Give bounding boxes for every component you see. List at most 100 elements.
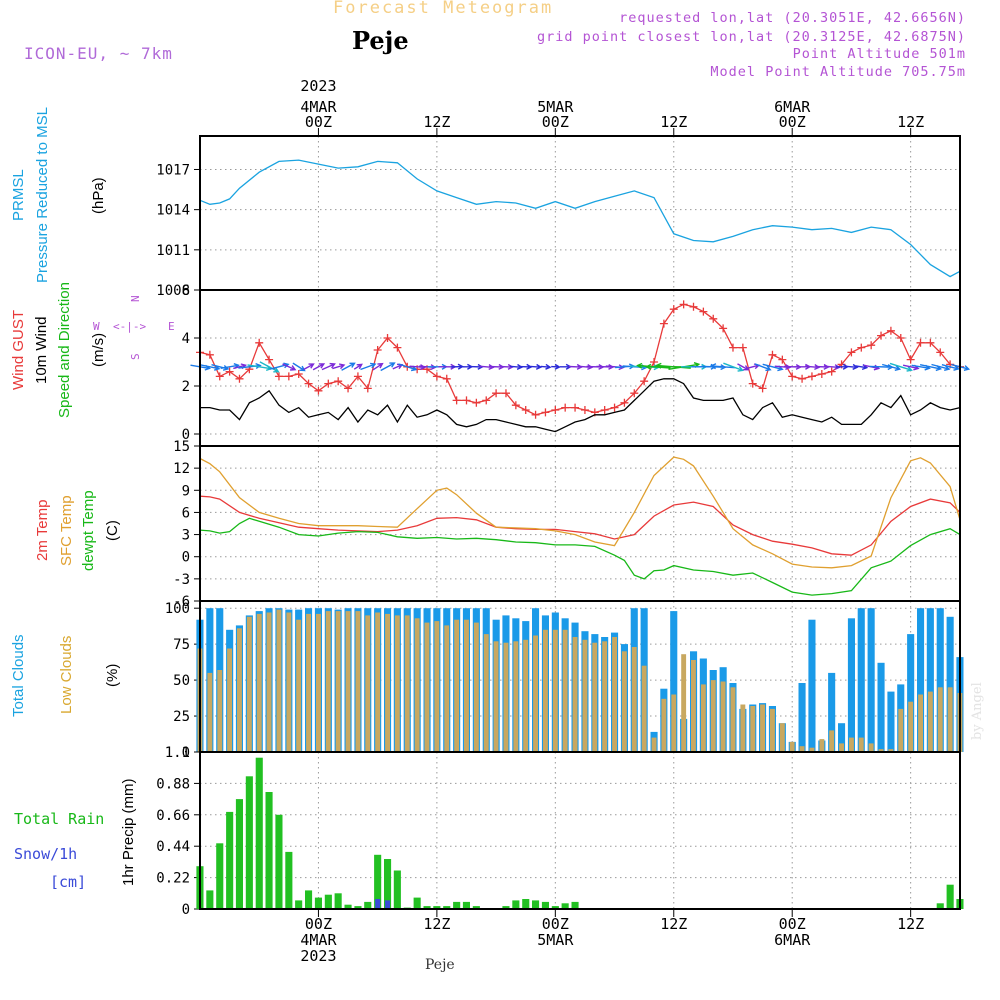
pressure-series-0 — [199, 159, 961, 278]
wind-vector-arrow — [353, 363, 363, 370]
precipitation-bar-0 — [946, 884, 954, 909]
wind-gust-marker — [630, 389, 639, 398]
precipitation-bar-0 — [374, 854, 382, 909]
clouds-bar-1 — [355, 611, 361, 752]
wind-gust-marker — [501, 389, 510, 398]
clouds-bar-1 — [434, 621, 440, 752]
temperature-series-0 — [199, 495, 961, 556]
clouds-bar-0 — [887, 691, 895, 752]
bottom-time-label: 00Z — [542, 915, 569, 933]
wind-gust-marker — [916, 338, 925, 347]
wind-vector-arrow — [520, 363, 533, 370]
clouds-bar-0 — [838, 723, 846, 752]
precipitation-bar-0 — [245, 776, 253, 909]
chart-title: Forecast Meteogram — [333, 0, 554, 18]
wind-gust-marker — [689, 302, 698, 311]
bottom-time-label: 12Z — [423, 915, 450, 933]
clouds-bar-1 — [335, 611, 341, 752]
wind-gust-marker — [699, 307, 708, 316]
pressure-frame — [199, 135, 961, 291]
clouds-bar-1 — [908, 701, 914, 752]
wind-vector-arrow — [845, 363, 859, 370]
precipitation-bar-0 — [541, 901, 549, 909]
wind-series-0 — [199, 303, 961, 416]
clouds-bar-1 — [937, 687, 943, 752]
clouds-bar-1 — [947, 687, 953, 752]
precipitation-bar-1 — [385, 900, 390, 909]
wind-gust-marker — [344, 384, 353, 393]
clouds-bar-0 — [857, 608, 865, 752]
temperature-series-2 — [199, 517, 961, 596]
clouds-bar-1 — [789, 741, 795, 752]
precipitation-ytick-label: 1.1 — [165, 745, 190, 761]
top-time-label: 12Z — [897, 113, 924, 131]
wind-gust-marker — [472, 398, 481, 407]
clouds-bar-1 — [572, 637, 578, 752]
precipitation-bar-0 — [561, 903, 569, 909]
wind-gust-marker — [235, 374, 244, 383]
clouds-bar-1 — [700, 684, 706, 752]
wind-ytick-label: 2 — [182, 379, 190, 395]
clouds-bar-1 — [927, 691, 933, 752]
clouds-bar-1 — [829, 730, 835, 752]
wind-gust-marker — [768, 350, 777, 359]
wind-ytick-label: 4 — [182, 331, 190, 347]
clouds-bar-0 — [847, 618, 855, 752]
clouds-bar-1 — [533, 635, 538, 752]
wind-gust-marker — [580, 406, 589, 414]
bottom-time-label: 00Z — [779, 915, 806, 933]
clouds-bar-1 — [493, 641, 499, 752]
wind-gust-marker — [265, 355, 274, 364]
bottom-time-label: 12Z — [660, 915, 687, 933]
clouds-bar-0 — [798, 683, 806, 752]
wind-gust-marker — [827, 367, 836, 376]
clouds-bar-1 — [631, 647, 637, 752]
wind-vector-arrow — [332, 363, 346, 370]
wind-gust-marker — [679, 300, 688, 309]
clouds-bar-1 — [562, 629, 568, 752]
wind-vector-arrow — [551, 363, 561, 370]
wind-vector-arrow — [882, 363, 902, 371]
precipitation-bar-0 — [314, 897, 322, 909]
wind-gust-marker — [284, 372, 293, 381]
wind-gust-marker — [383, 334, 392, 342]
clouds-ytick-label: 75 — [173, 637, 190, 653]
precipitation-bar-0 — [502, 906, 510, 909]
wind-gust-marker — [748, 379, 757, 388]
wind-gust-marker — [393, 343, 402, 352]
point-altitude: Point Altitude 501m — [792, 46, 966, 62]
clouds-bar-1 — [740, 704, 746, 752]
wind-vector-arrow — [292, 362, 306, 372]
precipitation-bar-0 — [571, 901, 579, 909]
precipitation-bar-0 — [344, 904, 352, 909]
clouds-bar-1 — [513, 641, 519, 752]
wind-gust-marker — [738, 343, 747, 352]
clouds-ytick-label: 25 — [173, 709, 190, 725]
precipitation-bar-0 — [453, 901, 461, 909]
clouds-bar-1 — [612, 637, 617, 752]
precipitation-bar-0 — [354, 906, 362, 909]
precipitation-bar-0 — [522, 899, 530, 909]
temperature-ytick-label: 15 — [173, 439, 190, 455]
clouds-bar-1 — [454, 619, 460, 752]
clouds-bar-1 — [779, 723, 785, 752]
precipitation-ytick-label: 0 — [182, 902, 190, 918]
temperature-frame — [199, 445, 961, 602]
temperature-ytick-label: 6 — [182, 505, 190, 521]
clouds-bar-1 — [661, 698, 667, 752]
clouds-bar-0 — [808, 619, 816, 752]
clouds-bar-1 — [424, 622, 430, 752]
wind-vector-arrow — [941, 364, 960, 371]
clouds-bar-1 — [473, 622, 479, 752]
wind-gust-marker — [719, 324, 728, 333]
wind-vector-arrow — [889, 362, 913, 372]
top-time-label: 00Z — [305, 113, 332, 131]
wind-gust-marker — [334, 377, 343, 386]
temperature-ytick-label: 9 — [182, 483, 190, 499]
wind-gust-marker — [817, 370, 826, 378]
wind-gust-marker — [867, 341, 876, 350]
wind-gust-marker — [610, 403, 619, 412]
wind-gust-marker — [659, 319, 668, 328]
wind-vector-arrow — [321, 362, 336, 371]
